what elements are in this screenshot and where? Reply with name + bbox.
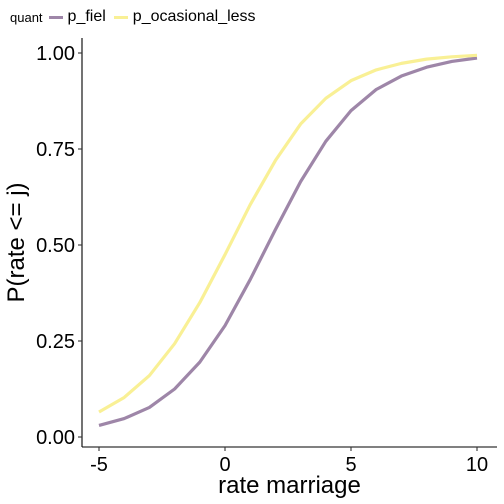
y-tick-label: 0.50 <box>36 235 75 257</box>
legend-item-p-ocasional-less: p_ocasional_less <box>113 8 256 26</box>
x-tick-label: 0 <box>219 454 230 476</box>
x-tick-label: 10 <box>466 454 488 476</box>
legend-key-p-ocasional-less <box>113 15 128 19</box>
y-tick-label: 1.00 <box>36 43 75 65</box>
legend: quant p_fiel p_ocasional_less <box>10 6 264 28</box>
series-line-p-ocasional-less <box>98 53 478 414</box>
series-line-p-fiel <box>98 56 478 428</box>
x-tick-label: 5 <box>345 454 356 476</box>
y-tick-label: 0.75 <box>36 139 75 161</box>
y-tick-label: 0.25 <box>36 331 75 353</box>
y-tick-label: 0.00 <box>36 427 75 449</box>
axes: 0.00 0.25 0.50 0.75 1.00 -5 0 5 10 <box>36 38 497 476</box>
legend-key-p-fiel <box>48 15 63 19</box>
legend-item-p-fiel: p_fiel <box>48 8 106 26</box>
series-lines <box>98 53 478 428</box>
y-axis-label: P(rate <= j) <box>3 182 30 302</box>
legend-label-p-ocasional-less: p_ocasional_less <box>132 8 256 25</box>
x-tick-label: -5 <box>90 454 108 476</box>
legend-title: quant <box>10 9 43 25</box>
legend-label-p-fiel: p_fiel <box>67 8 106 25</box>
x-axis-label: rate marriage <box>218 472 361 499</box>
